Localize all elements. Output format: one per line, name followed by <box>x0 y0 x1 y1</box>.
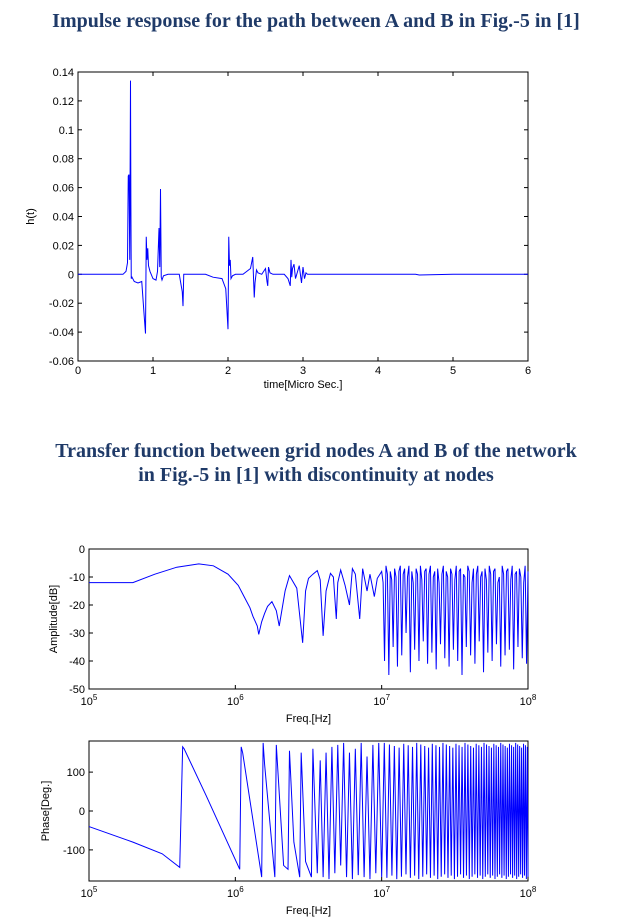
series-line-amplitude <box>89 563 529 676</box>
y-axis-label-phase: Phase[Deg.] <box>40 781 52 842</box>
y-tick-label-amplitude: -10 <box>69 572 85 584</box>
x-tick-label-amplitude: 106 <box>227 693 244 708</box>
x-tick-label-impulse: 0 <box>75 365 81 377</box>
x-axis-label-phase: Freq.[Hz] <box>286 905 331 917</box>
y-tick-label-impulse: -0.06 <box>49 356 74 368</box>
y-tick-label-amplitude: -50 <box>69 684 85 696</box>
chart-title-impulse: Impulse response for the path between A … <box>52 10 580 32</box>
y-tick-label-impulse: 0.02 <box>53 240 74 252</box>
x-tick-label-impulse: 3 <box>300 365 306 377</box>
y-axis-label-amplitude: Amplitude[dB] <box>48 585 60 653</box>
y-tick-label-impulse: -0.02 <box>49 298 74 310</box>
chart-title-transfer-line2: in Fig.-5 in [1] with discontinuity at n… <box>138 464 494 486</box>
x-tick-label-phase: 108 <box>520 885 537 900</box>
x-axis-label-amplitude: Freq.[Hz] <box>286 713 331 725</box>
x-tick-label-impulse: 6 <box>525 365 531 377</box>
series-line-impulse <box>78 80 528 334</box>
x-tick-label-phase: 106 <box>227 885 244 900</box>
y-tick-label-phase: 0 <box>79 806 85 818</box>
chart-title-transfer-line1: Transfer function between grid nodes A a… <box>55 440 577 462</box>
y-tick-label-amplitude: 0 <box>79 544 85 556</box>
y-tick-label-phase: -100 <box>63 845 85 857</box>
y-tick-label-impulse: 0.14 <box>53 67 74 79</box>
plot-frame-amplitude <box>88 548 529 690</box>
x-tick-label-phase: 107 <box>373 885 390 900</box>
y-axis-label-impulse: h(t) <box>25 208 37 225</box>
y-tick-label-impulse: 0.08 <box>53 154 74 166</box>
x-tick-label-impulse: 4 <box>375 365 381 377</box>
x-tick-label-impulse: 2 <box>225 365 231 377</box>
x-tick-label-amplitude: 105 <box>81 693 98 708</box>
y-tick-label-impulse: -0.04 <box>49 327 74 339</box>
y-tick-label-impulse: 0.12 <box>53 96 74 108</box>
x-tick-label-amplitude: 107 <box>373 693 390 708</box>
y-tick-label-amplitude: -30 <box>69 628 85 640</box>
y-tick-label-amplitude: -40 <box>69 656 85 668</box>
x-tick-label-amplitude: 108 <box>520 693 537 708</box>
y-tick-label-impulse: 0.04 <box>53 212 74 224</box>
y-tick-label-amplitude: -20 <box>69 600 85 612</box>
x-tick-label-impulse: 5 <box>450 365 456 377</box>
y-tick-label-impulse: 0.1 <box>59 125 74 137</box>
y-tick-label-phase: 100 <box>67 767 85 779</box>
series-line-phase <box>88 742 529 880</box>
y-tick-label-impulse: 0 <box>68 269 74 281</box>
x-tick-label-impulse: 1 <box>150 365 156 377</box>
y-tick-label-impulse: 0.06 <box>53 183 74 195</box>
x-tick-label-phase: 105 <box>81 885 98 900</box>
x-axis-label-impulse: time[Micro Sec.] <box>264 379 343 391</box>
